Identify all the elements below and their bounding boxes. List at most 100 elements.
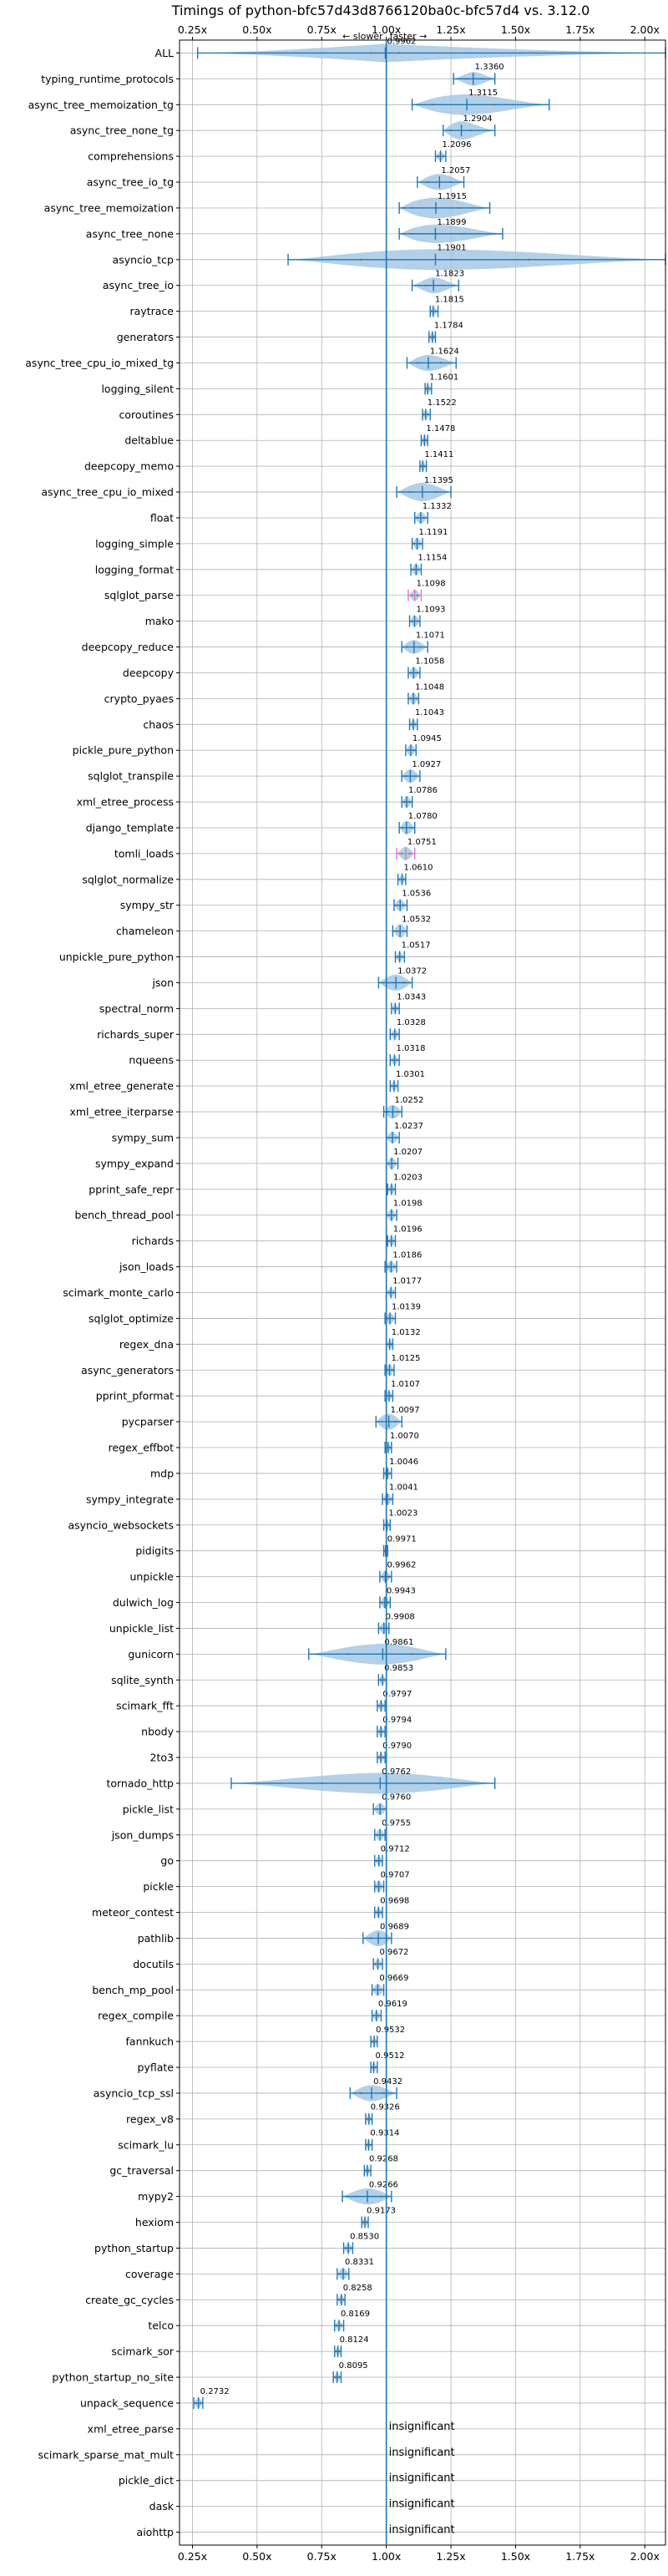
insignificant-label: insignificant — [389, 2524, 455, 2537]
q1-marker — [373, 2015, 376, 2017]
median-value-label: 0.9762 — [382, 1767, 411, 1777]
q1-marker — [392, 1033, 393, 1036]
median-value-label: 1.1823 — [435, 270, 464, 279]
benchmark-label: create_gc_cycles — [85, 2294, 174, 2306]
q1-marker — [410, 697, 412, 700]
median-value-label: 0.9790 — [382, 1742, 412, 1751]
benchmark-label: logging_simple — [95, 537, 174, 550]
grid-layer — [180, 40, 665, 2545]
benchmark-label: json_dumps — [111, 1828, 174, 1841]
q1-marker — [378, 1757, 380, 1758]
median-value-label: 1.0041 — [389, 1483, 418, 1493]
q3-marker — [389, 1498, 392, 1500]
median-value-label: 1.0139 — [392, 1302, 421, 1311]
median-value-label: 1.1522 — [428, 398, 457, 408]
q3-marker — [390, 1395, 392, 1397]
q3-marker — [338, 2376, 341, 2378]
x-tick-label-top: 1.25x — [436, 23, 465, 36]
median-value-label: 1.1154 — [418, 554, 447, 563]
q3-marker — [392, 1291, 394, 1294]
median-value-label: 1.0177 — [392, 1276, 422, 1285]
median-value-label: 1.3360 — [475, 63, 504, 72]
benchmark-label: json_loads — [119, 1260, 174, 1273]
benchmark-label: ALL — [155, 47, 175, 59]
q3-marker — [416, 594, 418, 596]
benchmark-label: python_startup — [94, 2242, 174, 2254]
q3-marker — [394, 1421, 397, 1422]
x-tick-label-bottom: 1.25x — [436, 2550, 465, 2563]
benchmark-label: unpickle_pure_python — [59, 951, 174, 963]
median-value-label: 0.9797 — [382, 1690, 412, 1699]
median-value-label: 1.1411 — [424, 450, 453, 459]
q1-marker — [370, 52, 372, 54]
benchmark-label: pickle_dict — [119, 2474, 174, 2487]
benchmark-label: coverage — [125, 2268, 174, 2280]
benchmark-label: mypy2 — [138, 2190, 174, 2203]
benchmark-label: sympy_str — [120, 899, 175, 911]
q3-marker — [403, 981, 406, 984]
q3-marker — [412, 749, 415, 752]
q3-marker — [402, 904, 404, 906]
q3-marker — [433, 336, 435, 338]
q3-marker — [380, 1885, 382, 1888]
median-value-label: 0.9707 — [381, 1870, 410, 1879]
q1-marker — [387, 1163, 390, 1164]
x-tick-label-bottom: 2.00x — [630, 2550, 660, 2563]
q3-marker — [383, 1679, 386, 1681]
median-value-label: 1.1478 — [426, 424, 455, 434]
benchmark-label: unpickle_list — [109, 1622, 174, 1635]
median-value-label: 1.0328 — [397, 1018, 426, 1027]
x-tick-label-top: 1.00x — [372, 23, 401, 36]
median-value-label: 1.2057 — [441, 166, 470, 175]
median-value-label: 1.1048 — [415, 682, 444, 692]
x-tick-label-bottom: 1.75x — [565, 2550, 595, 2563]
q3-marker — [402, 930, 405, 932]
benchmark-label: asyncio_tcp_ssl — [94, 2087, 174, 2099]
median-value-label: 1.2904 — [463, 114, 493, 124]
median-value-label: 1.0237 — [394, 1122, 423, 1131]
q3-marker — [387, 1524, 390, 1526]
q3-marker — [374, 2066, 377, 2068]
median-value-label: 1.0046 — [389, 1458, 418, 1467]
median-value-label: 1.0107 — [391, 1380, 420, 1389]
benchmark-label: sqlglot_parse — [104, 589, 174, 601]
median-value-label: 1.0097 — [391, 1406, 420, 1415]
q3-marker — [419, 646, 421, 648]
median-value-label: 1.0023 — [388, 1509, 418, 1519]
benchmark-label: fannkuch — [126, 2036, 174, 2048]
q3-marker — [392, 1317, 394, 1320]
median-value-label: 0.9755 — [382, 1819, 411, 1828]
slower-label: ← slower — [342, 31, 383, 42]
benchmark-label: generators — [117, 331, 174, 343]
q3-marker — [458, 207, 460, 209]
q1-marker — [423, 413, 425, 416]
benchmark-label: xml_etree_generate — [69, 1080, 174, 1093]
q3-marker — [366, 2221, 368, 2224]
median-value-label: 0.8530 — [350, 2232, 379, 2241]
q1-marker — [391, 1085, 393, 1088]
benchmark-label: regex_v8 — [126, 2112, 174, 2125]
benchmark-label: async_tree_memoization_tg — [28, 99, 174, 111]
benchmark-label: float — [150, 511, 174, 524]
median-value-label: 1.1395 — [424, 476, 453, 485]
chart-title: Timings of python-bfc57d43d8766120ba0c-b… — [171, 3, 590, 18]
benchmark-label: pickle_pure_python — [73, 744, 174, 757]
q1-marker — [450, 129, 452, 132]
q3-marker — [418, 568, 420, 570]
q3-marker — [396, 1007, 398, 1010]
x-tick-label-top: 1.75x — [565, 23, 595, 36]
benchmark-label: richards — [132, 1235, 174, 1247]
q1-marker — [380, 1627, 382, 1630]
benchmark-label: pickle — [143, 1880, 174, 1893]
q1-marker — [387, 1137, 390, 1138]
q3-marker — [382, 2092, 385, 2094]
q1-marker — [392, 1007, 394, 1010]
benchmark-label: pprint_pformat — [96, 1390, 174, 1402]
benchmark-label: scimark_sparse_mat_mult — [38, 2448, 175, 2461]
q3-marker — [379, 1911, 382, 1914]
benchmark-label: asyncio_websockets — [68, 1519, 174, 1531]
q1-marker — [420, 465, 423, 468]
q3-marker — [345, 2273, 347, 2275]
benchmark-label: telco — [148, 2320, 174, 2332]
benchmark-label: logging_silent — [101, 383, 174, 395]
